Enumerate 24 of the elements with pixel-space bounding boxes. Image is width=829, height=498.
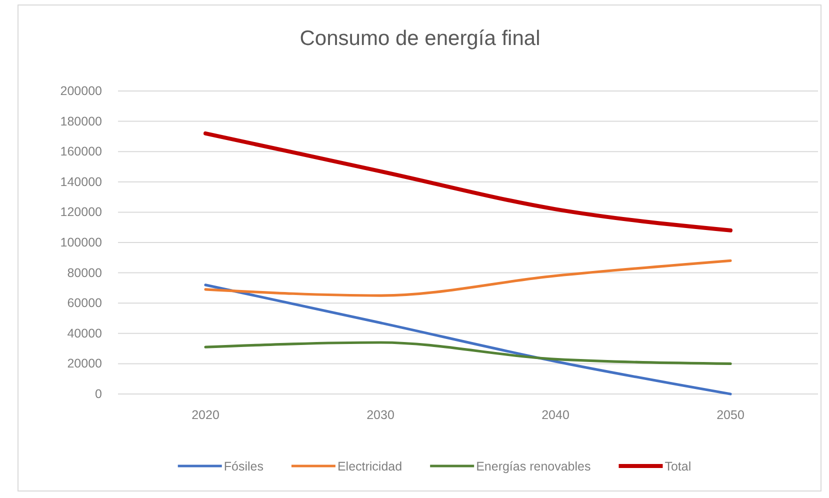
y-tick-label: 200000 xyxy=(60,84,102,98)
y-tick-label: 60000 xyxy=(67,296,102,310)
y-tick-label: 80000 xyxy=(67,266,102,280)
line-series xyxy=(204,131,732,232)
line-series xyxy=(204,259,732,297)
y-tick-label: 120000 xyxy=(60,205,102,220)
line-series xyxy=(204,341,732,365)
chart-title: Consumo de energía final xyxy=(300,27,540,50)
x-tick-label: 2050 xyxy=(716,408,744,422)
y-tick-label: 180000 xyxy=(60,114,102,128)
x-tick-label: 2030 xyxy=(366,408,394,422)
legend-label: Energías renovables xyxy=(476,460,591,474)
legend-label: Total xyxy=(664,460,692,474)
y-tick-label: 20000 xyxy=(67,356,102,371)
legend-label: Electricidad xyxy=(337,460,402,474)
y-tick-label: 100000 xyxy=(60,236,102,250)
x-tick-label: 2040 xyxy=(542,408,570,422)
y-tick-label: 160000 xyxy=(60,144,102,159)
y-tick-label: 140000 xyxy=(60,174,102,189)
line-series xyxy=(204,284,732,396)
x-tick-label: 2020 xyxy=(192,408,220,422)
y-tick-label: 40000 xyxy=(67,326,102,340)
legend-label: Fósiles xyxy=(224,460,264,474)
y-tick-label: 0 xyxy=(95,387,102,401)
